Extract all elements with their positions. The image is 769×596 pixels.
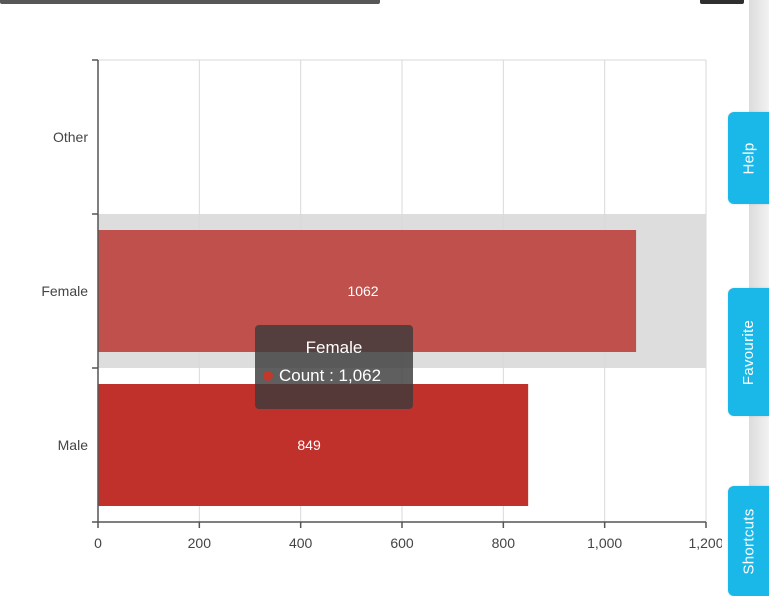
tooltip-series-dot-icon xyxy=(263,371,273,381)
favourite-tab-label: Favourite xyxy=(740,319,758,385)
x-tick-label: 1,000 xyxy=(587,535,622,551)
x-tick-label: 1,200 xyxy=(688,535,722,551)
data-label-female: 1062 xyxy=(347,283,378,299)
tooltip-title: Female xyxy=(305,338,363,357)
x-tick-label: 600 xyxy=(390,535,414,551)
y-tick-label-male: Male xyxy=(58,437,89,453)
x-tick-label: 200 xyxy=(188,535,212,551)
shortcuts-tab[interactable]: Shortcuts xyxy=(728,486,769,596)
bar-chart: 1062 849 Other Female Male 0 200 400 600 800 1,000… xyxy=(41,59,722,551)
data-label-male: 849 xyxy=(297,437,321,453)
chart-tooltip: Female Count : 1,062 xyxy=(255,325,413,409)
x-tick-label: 400 xyxy=(289,535,313,551)
y-tick-label-female: Female xyxy=(41,283,88,299)
y-tick-label-other: Other xyxy=(53,129,88,145)
page-title-fragment xyxy=(0,0,380,4)
favourite-tab[interactable]: Favourite xyxy=(728,288,769,416)
tooltip-value-text: Count : 1,062 xyxy=(279,366,382,385)
x-tick-label: 0 xyxy=(94,535,102,551)
top-strip xyxy=(0,0,769,8)
help-tab-label: Help xyxy=(740,141,758,175)
x-tick-label: 800 xyxy=(492,535,516,551)
shortcuts-tab-label: Shortcuts xyxy=(740,507,758,575)
tooltip-row: Count : 1,062 xyxy=(255,365,413,387)
header-button-fragment[interactable] xyxy=(700,0,744,4)
help-tab[interactable]: Help xyxy=(728,112,769,204)
